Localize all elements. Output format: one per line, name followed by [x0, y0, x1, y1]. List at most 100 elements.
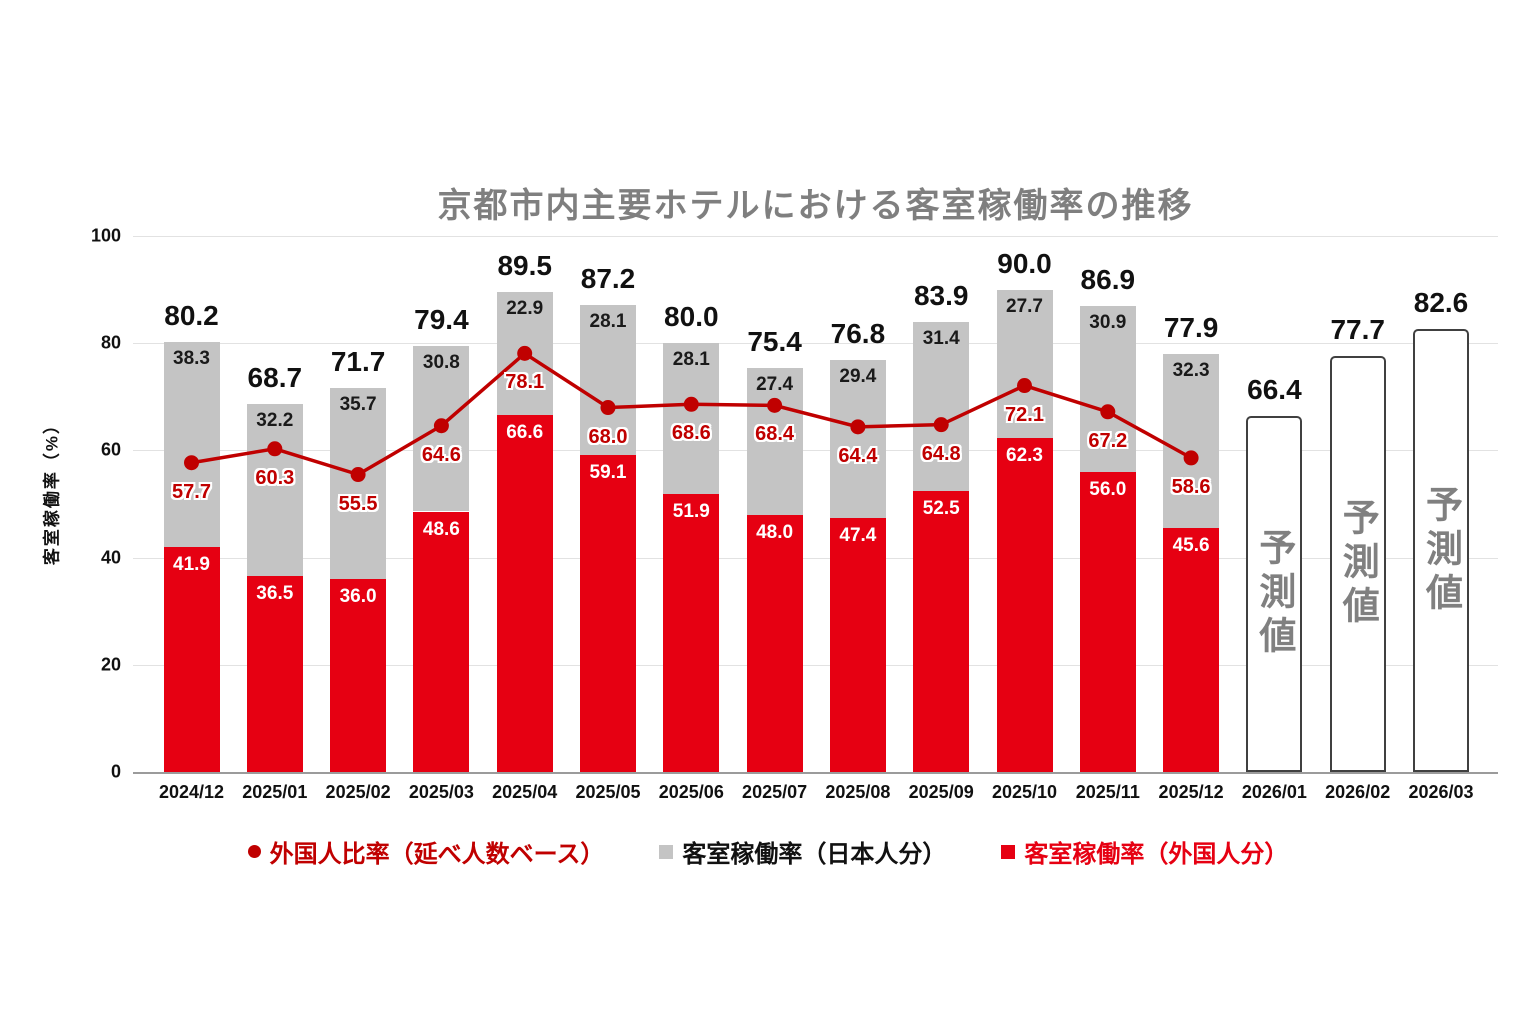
foreign-segment-value-label: 36.0	[339, 586, 377, 608]
total-value-label: 86.9	[1080, 264, 1136, 296]
total-value-label: 89.5	[497, 250, 552, 282]
x-axis-label: 2026/01	[1241, 782, 1307, 802]
total-value-label: 80.2	[164, 300, 219, 332]
legend-square-marker-icon	[659, 844, 674, 859]
japanese-segment-value-label: 28.1	[672, 349, 710, 371]
total-value-label: 77.7	[1330, 313, 1385, 345]
total-value-label: 80.0	[664, 301, 719, 333]
japanese-segment-value-label: 38.3	[173, 348, 210, 370]
line-point-value-label: 60.3	[255, 466, 295, 489]
line-point-value-label: 64.6	[421, 443, 461, 466]
x-axis-label: 2025/09	[908, 782, 974, 802]
y-tick-label: 60	[100, 439, 121, 460]
forecast-bar	[1413, 329, 1469, 772]
total-value-label: 71.7	[330, 345, 386, 377]
foreign-segment-value-label: 47.4	[839, 524, 877, 546]
line-point-value-label: 72.1	[1005, 403, 1044, 426]
x-axis-label: 2025/10	[991, 782, 1058, 802]
bar-segment-foreign	[1079, 471, 1136, 772]
bar-segment-japanese	[163, 342, 220, 548]
bar-segment-japanese	[330, 387, 387, 580]
line-point-value-label: 68.0	[588, 425, 628, 448]
bar-segment-foreign	[496, 415, 553, 772]
foreign-segment-value-label: 51.9	[672, 500, 710, 522]
forecast-bar-label: 予測値	[1253, 528, 1295, 661]
total-value-label: 87.2	[580, 262, 636, 294]
foreign-segment-value-label: 62.3	[1006, 445, 1043, 467]
x-axis-label: 2025/08	[825, 782, 891, 802]
total-value-label: 82.6	[1413, 287, 1469, 319]
line-point-value-label: 64.8	[921, 442, 961, 465]
bar-segment-foreign	[1163, 527, 1220, 772]
x-axis-label: 2026/03	[1408, 782, 1474, 802]
total-value-label: 79.4	[414, 304, 469, 336]
forecast-bar-label: 予測値	[1337, 497, 1379, 630]
foreign-segment-value-label: 56.0	[1089, 478, 1127, 500]
bar-segment-foreign	[829, 517, 886, 772]
y-tick-label: 100	[90, 225, 121, 246]
gridline	[133, 236, 1498, 237]
x-axis-label: 2025/06	[658, 782, 724, 802]
x-axis-label: 2025/04	[492, 782, 558, 802]
line-point-value-label: 58.6	[1171, 475, 1211, 498]
y-tick-label: 20	[100, 654, 121, 675]
foreign-segment-value-label: 48.6	[422, 518, 460, 540]
bar-segment-foreign	[580, 455, 636, 772]
x-axis-label: 2024/12	[158, 782, 225, 802]
y-tick-label: 40	[100, 547, 121, 568]
forecast-bar-label: 予測値	[1420, 484, 1462, 617]
japanese-segment-value-label: 32.2	[256, 409, 294, 431]
gridline	[133, 557, 1498, 559]
legend-item-occupancy-foreigner: 客室稼働率（外国人分）	[1001, 834, 1288, 869]
x-axis-label: 2025/01	[242, 782, 308, 802]
forecast-bar	[1329, 355, 1386, 772]
x-axis-label: 2025/03	[408, 782, 474, 802]
chart-title: 京都市内主要ホテルにおける客室稼働率の推移	[437, 187, 1194, 225]
japanese-segment-value-label: 28.1	[589, 310, 627, 332]
foreign-segment-value-label: 45.6	[1172, 534, 1210, 556]
x-axis-label: 2025/12	[1158, 782, 1224, 802]
bar-segment-foreign	[330, 579, 387, 772]
line-point-value-label: 67.2	[1088, 429, 1128, 452]
japanese-segment-value-label: 22.9	[506, 298, 544, 320]
bar-segment-foreign	[996, 438, 1053, 772]
line-point-value-label: 64.4	[838, 444, 878, 467]
foreign-segment-value-label: 52.5	[922, 497, 960, 519]
total-value-label: 75.4	[747, 325, 802, 357]
bar-segment-foreign	[246, 576, 303, 772]
line-point-value-label: 78.1	[505, 371, 545, 394]
total-value-label: 77.9	[1163, 312, 1219, 344]
gridline	[133, 664, 1498, 666]
japanese-segment-value-label: 32.3	[1172, 360, 1210, 382]
y-tick-label: 0	[110, 761, 121, 782]
legend-item-occupancy-japanese: 客室稼働率（日本人分）	[659, 834, 946, 869]
legend: 外国人比率（延べ人数ベース） 客室稼働率（日本人分） 客室稼働率（外国人分）	[0, 834, 1536, 869]
x-axis-label: 2026/02	[1325, 782, 1391, 802]
total-value-label: 66.4	[1247, 374, 1302, 406]
line-point-value-label: 68.6	[671, 422, 711, 445]
legend-label: 外国人比率（延べ人数ベース）	[269, 841, 605, 868]
bar-segment-foreign	[746, 514, 803, 772]
foreign-segment-value-label: 66.6	[506, 422, 544, 444]
foreign-segment-value-label: 36.5	[256, 583, 294, 605]
total-value-label: 83.9	[913, 280, 969, 312]
x-axis-label: 2025/07	[742, 782, 808, 802]
bar-segment-foreign	[663, 493, 720, 772]
y-tick-label: 80	[100, 332, 121, 353]
line-point-value-label: 55.5	[338, 492, 378, 515]
total-value-label: 90.0	[997, 247, 1052, 279]
foreign-segment-value-label: 59.1	[589, 462, 627, 484]
x-axis-line	[133, 772, 1498, 774]
bar-segment-foreign	[913, 490, 970, 772]
line-point-value-label: 57.7	[172, 480, 211, 503]
line-point-value-label: 68.4	[755, 423, 795, 446]
japanese-segment-value-label: 27.4	[756, 373, 794, 395]
x-axis-label: 2025/05	[575, 782, 641, 802]
japanese-segment-value-label: 30.9	[1089, 312, 1127, 334]
legend-item-foreigner-ratio-line: 外国人比率（延べ人数ベース）	[247, 834, 605, 869]
legend-square-marker-icon	[1001, 844, 1016, 859]
legend-label: 客室稼働率（外国人分）	[1024, 841, 1289, 868]
japanese-segment-value-label: 30.8	[422, 352, 460, 374]
total-value-label: 68.7	[247, 361, 303, 393]
